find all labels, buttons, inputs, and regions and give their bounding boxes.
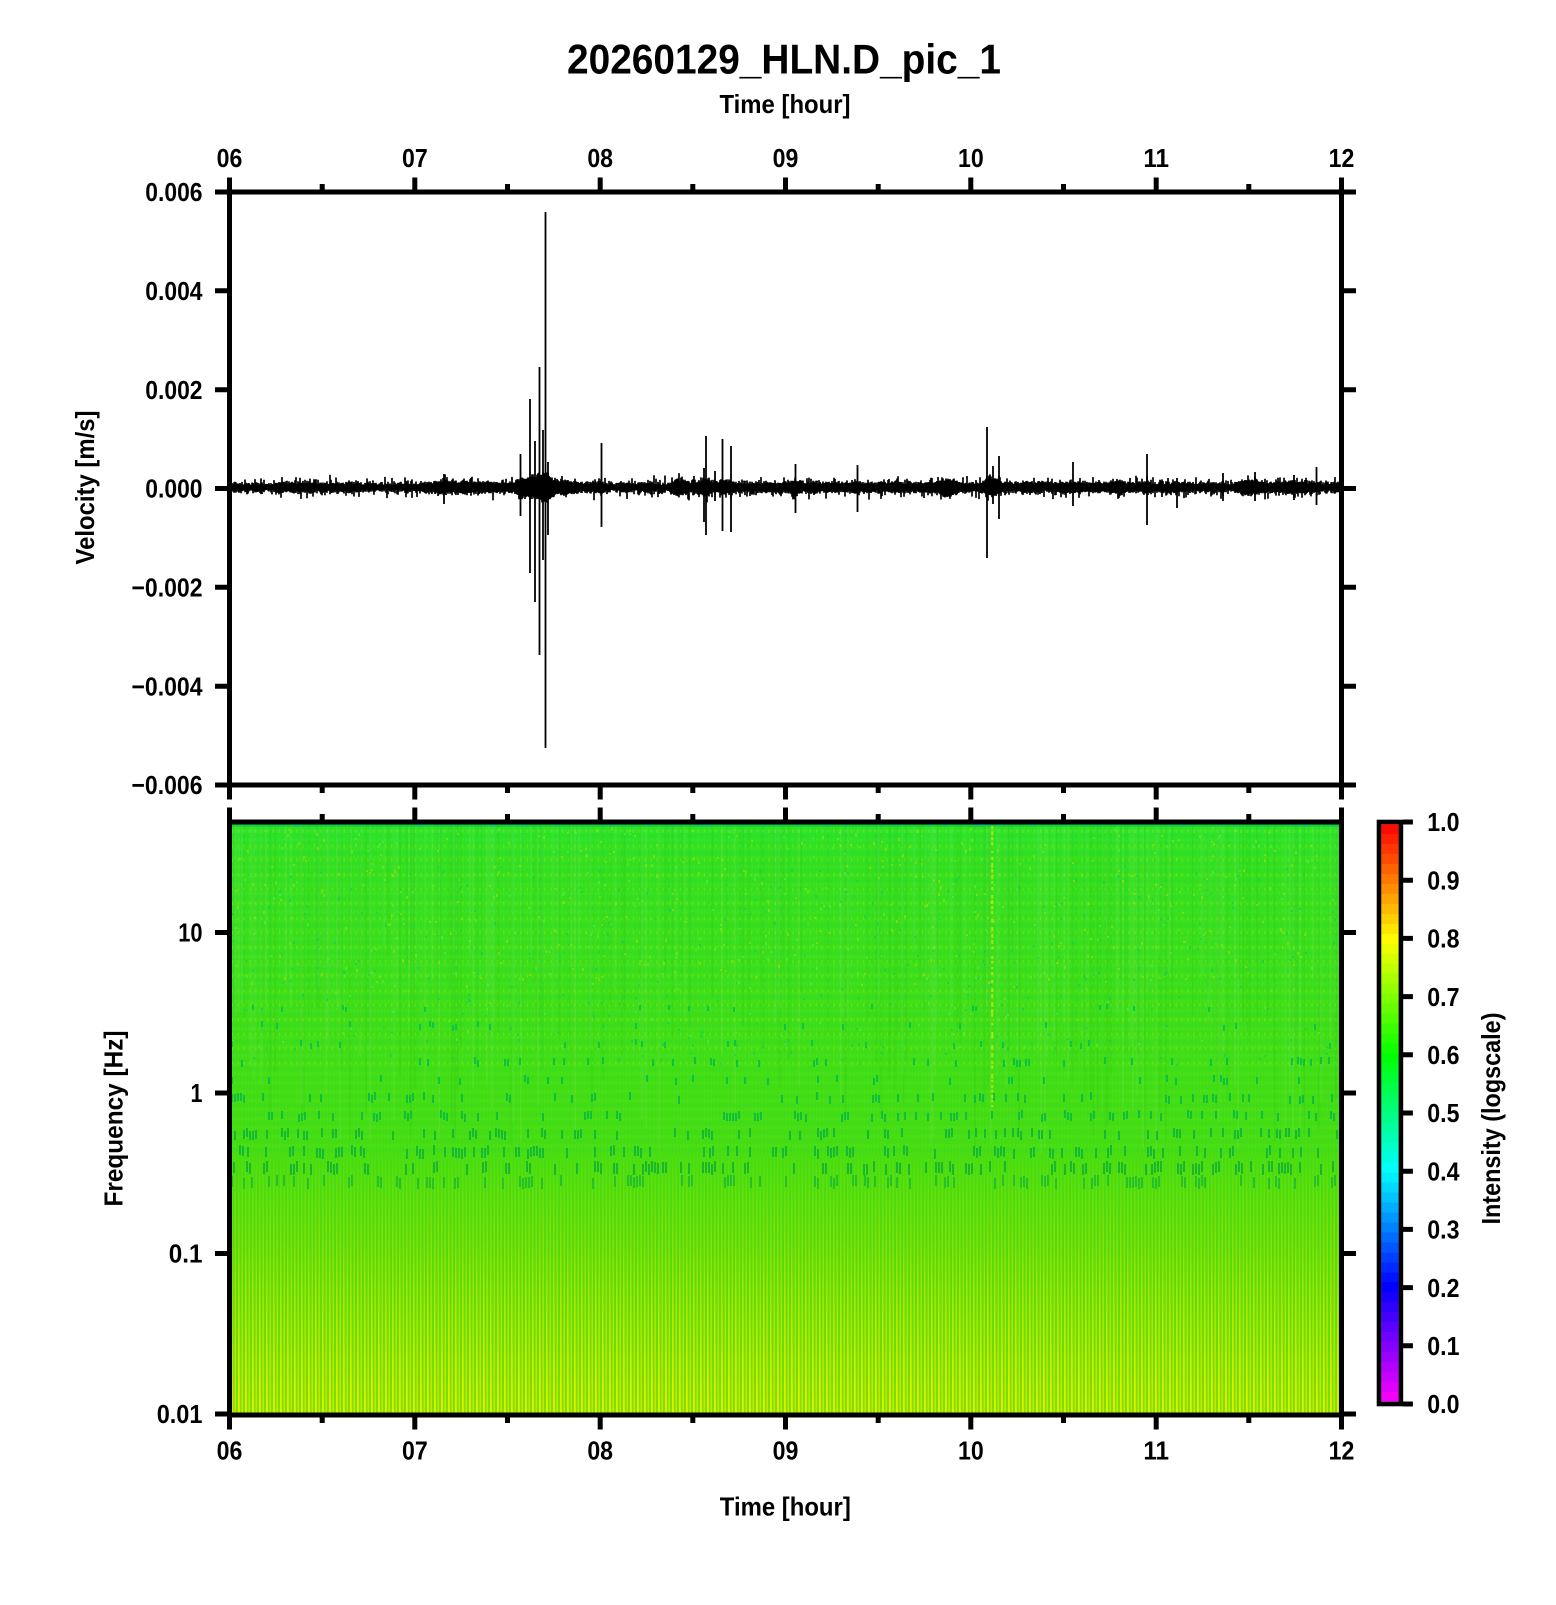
svg-text:0.01: 0.01 (157, 1399, 203, 1429)
svg-text:Time [hour]: Time [hour] (720, 1492, 851, 1522)
svg-text:20260129_HLN.D_pic_1: 20260129_HLN.D_pic_1 (567, 36, 1001, 83)
svg-text:0.1: 0.1 (169, 1239, 203, 1269)
svg-text:10: 10 (178, 918, 202, 948)
svg-text:Frequency [Hz]: Frequency [Hz] (99, 1031, 129, 1207)
svg-text:10: 10 (958, 143, 984, 173)
svg-text:0.5: 0.5 (1427, 1098, 1459, 1128)
svg-text:06: 06 (217, 143, 243, 173)
svg-text:0.2: 0.2 (1427, 1273, 1459, 1303)
svg-text:06: 06 (217, 1436, 243, 1466)
svg-text:11: 11 (1143, 1436, 1169, 1466)
svg-text:11: 11 (1143, 143, 1169, 173)
svg-text:0.3: 0.3 (1427, 1215, 1459, 1245)
svg-text:0.9: 0.9 (1427, 865, 1459, 895)
svg-text:−0.002: −0.002 (132, 573, 203, 603)
svg-text:0.6: 0.6 (1427, 1040, 1459, 1070)
svg-text:0.4: 0.4 (1427, 1156, 1460, 1186)
svg-text:0.0: 0.0 (1427, 1389, 1459, 1419)
svg-text:12: 12 (1329, 1436, 1355, 1466)
svg-text:0.8: 0.8 (1427, 924, 1459, 954)
svg-text:10: 10 (958, 1436, 984, 1466)
svg-text:1: 1 (191, 1078, 203, 1108)
svg-text:0.002: 0.002 (145, 375, 202, 405)
svg-text:07: 07 (402, 143, 428, 173)
svg-text:12: 12 (1329, 143, 1355, 173)
svg-text:1.0: 1.0 (1427, 807, 1459, 837)
svg-text:0.004: 0.004 (145, 276, 203, 306)
svg-text:0.006: 0.006 (145, 177, 202, 207)
svg-text:−0.006: −0.006 (132, 770, 203, 800)
svg-text:Time [hour]: Time [hour] (720, 89, 851, 119)
svg-text:09: 09 (773, 1436, 799, 1466)
svg-text:Intensity (logscale): Intensity (logscale) (1476, 1013, 1506, 1225)
svg-text:08: 08 (587, 143, 613, 173)
svg-text:09: 09 (773, 143, 799, 173)
svg-text:0.1: 0.1 (1427, 1331, 1459, 1361)
svg-text:07: 07 (402, 1436, 428, 1466)
svg-text:Velocity [m/s]: Velocity [m/s] (70, 411, 100, 565)
svg-text:−0.004: −0.004 (132, 671, 203, 701)
svg-text:0.7: 0.7 (1427, 982, 1459, 1012)
svg-text:0.000: 0.000 (145, 474, 202, 504)
svg-text:08: 08 (587, 1436, 613, 1466)
